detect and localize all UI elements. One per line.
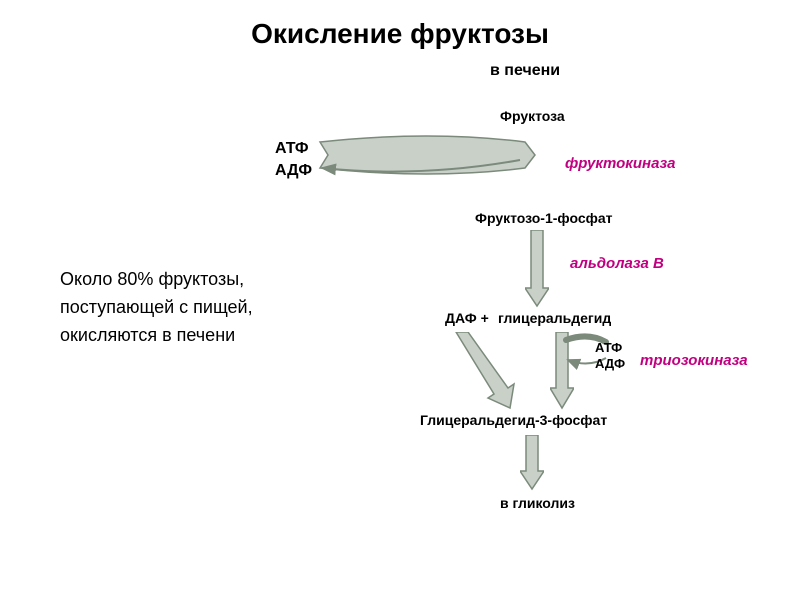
arrow-f1p-to-split: [525, 230, 549, 308]
node-glyceraldehyde: глицеральдегид: [498, 310, 611, 326]
sidenote-line2: поступающей с пищей,: [60, 293, 253, 321]
enzyme-fructokinase: фруктокиназа: [565, 155, 675, 172]
node-fructose: Фруктоза: [500, 108, 565, 124]
arrow-g3p-to-glycolysis: [520, 435, 544, 491]
node-g3p: Глицеральдегид-3-фосфат: [420, 412, 607, 428]
adp-label-1: АДФ: [275, 162, 312, 180]
sidenote-line3: окисляются в печени: [60, 321, 253, 349]
sidenote-line1: Около 80% фруктозы,: [60, 265, 253, 293]
curved-arrow-1: [310, 130, 550, 200]
node-glycolysis: в гликолиз: [500, 495, 575, 511]
enzyme-aldolase-b: альдолаза В: [570, 255, 664, 272]
sidenote: Около 80% фруктозы, поступающей с пищей,…: [60, 265, 253, 349]
node-daf: ДАФ +: [445, 310, 489, 326]
atp-label-1: АТФ: [275, 140, 309, 158]
enzyme-triosokinase: триозокиназа: [640, 352, 748, 369]
node-f1p: Фруктозо-1-фосфат: [475, 210, 613, 226]
arrow-fork-left: [438, 332, 558, 410]
subtitle-liver: в печени: [490, 62, 560, 80]
page-title: Окисление фруктозы: [0, 18, 800, 50]
atp-label-2: АТФ: [595, 340, 622, 355]
curved-arrow-2: [558, 330, 618, 380]
adp-label-2: АДФ: [595, 356, 625, 371]
